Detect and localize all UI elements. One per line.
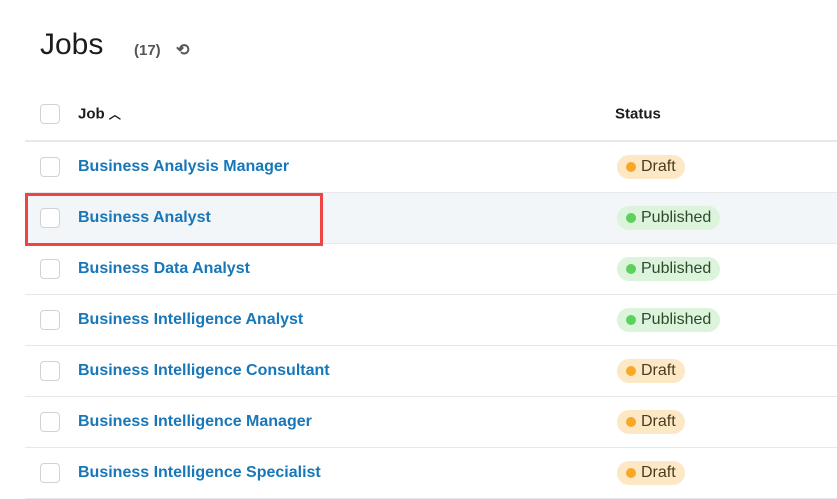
table-row[interactable]: Business Intelligence Specialist Draft — [25, 448, 837, 499]
table-header: Job ︿ Status — [25, 88, 837, 142]
table-row[interactable]: Business Data Analyst Published — [25, 244, 837, 295]
status-dot-icon — [626, 366, 636, 376]
job-link[interactable]: Business Intelligence Specialist — [78, 464, 321, 481]
table-row[interactable]: Business Analyst Published — [25, 193, 837, 244]
status-badge: Draft — [617, 461, 685, 485]
status-dot-icon — [626, 162, 636, 172]
jobs-table: Job ︿ Status Business Analysis Manager D… — [25, 88, 837, 499]
status-dot-icon — [626, 264, 636, 274]
status-label: Draft — [641, 413, 676, 430]
sort-ascending-icon: ︿ — [108, 107, 121, 122]
status-badge: Draft — [617, 359, 685, 383]
status-label: Published — [641, 311, 712, 328]
status-badge: Draft — [617, 155, 685, 179]
row-checkbox[interactable] — [40, 463, 60, 483]
status-label: Draft — [641, 158, 676, 175]
table-row[interactable]: Business Analysis Manager Draft — [25, 142, 837, 193]
job-link[interactable]: Business Analyst — [78, 209, 211, 226]
status-dot-icon — [626, 468, 636, 478]
column-header-status[interactable]: Status — [615, 105, 661, 123]
row-checkbox[interactable] — [40, 157, 60, 177]
column-header-job[interactable]: Job ︿ — [78, 105, 121, 123]
status-badge: Draft — [617, 410, 685, 434]
job-count: (17) — [134, 42, 161, 59]
row-checkbox[interactable] — [40, 310, 60, 330]
status-dot-icon — [626, 315, 636, 325]
row-checkbox[interactable] — [40, 361, 60, 381]
status-label: Published — [641, 209, 712, 226]
status-badge: Published — [617, 206, 721, 230]
row-checkbox[interactable] — [40, 208, 60, 228]
status-label: Published — [641, 260, 712, 277]
job-link[interactable]: Business Data Analyst — [78, 260, 250, 277]
row-checkbox[interactable] — [40, 259, 60, 279]
status-label: Draft — [641, 464, 676, 481]
row-checkbox[interactable] — [40, 412, 60, 432]
table-row[interactable]: Business Intelligence Consultant Draft — [25, 346, 837, 397]
job-link[interactable]: Business Intelligence Analyst — [78, 311, 304, 328]
job-link[interactable]: Business Intelligence Manager — [78, 413, 312, 430]
refresh-icon[interactable]: ⟲ — [176, 42, 190, 59]
status-dot-icon — [626, 213, 636, 223]
status-badge: Published — [617, 308, 721, 332]
page-title: Jobs — [40, 28, 104, 61]
status-dot-icon — [626, 417, 636, 427]
status-label: Draft — [641, 362, 676, 379]
status-badge: Published — [617, 257, 721, 281]
job-link[interactable]: Business Analysis Manager — [78, 158, 290, 175]
select-all-checkbox[interactable] — [40, 104, 60, 124]
table-row[interactable]: Business Intelligence Analyst Published — [25, 295, 837, 346]
job-link[interactable]: Business Intelligence Consultant — [78, 362, 330, 379]
table-row[interactable]: Business Intelligence Manager Draft — [25, 397, 837, 448]
